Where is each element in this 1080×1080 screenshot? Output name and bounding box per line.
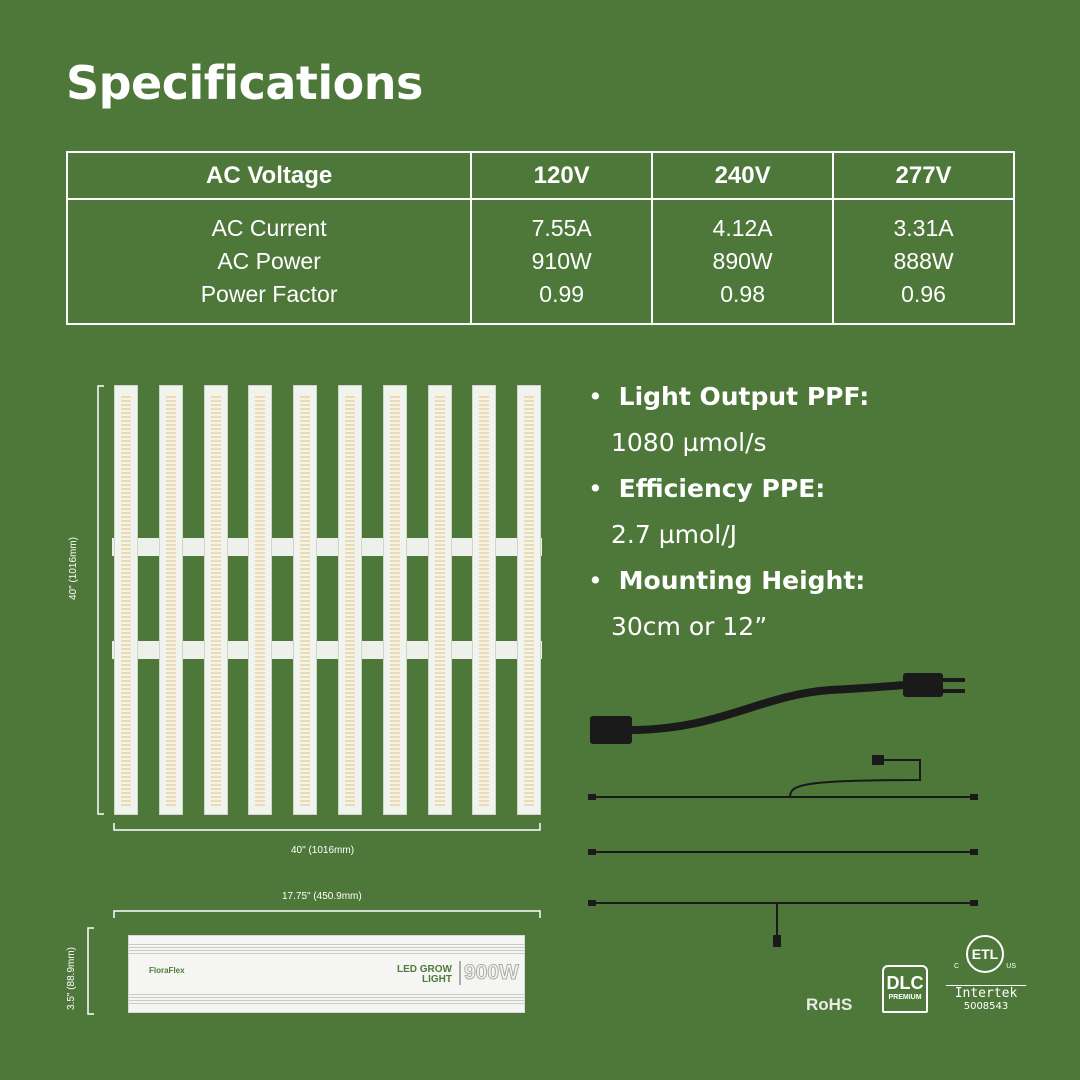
spec-label: Light Output PPF: <box>618 382 870 411</box>
dlc-text: DLC <box>886 973 924 993</box>
spec-ppe: • Efficiency PPE: <box>588 474 826 503</box>
spec-ppf: • Light Output PPF: <box>588 382 870 411</box>
spec-label: Efficiency PPE: <box>618 474 826 503</box>
spec-table: AC Voltage 120V 240V 277V AC Current AC P… <box>65 151 1015 325</box>
driver-height-label: 3.5" (88.9mm) <box>66 946 77 1010</box>
header-cell: 277V <box>832 151 1015 200</box>
header-cell: 120V <box>470 151 654 200</box>
spec-label: Mounting Height: <box>618 566 866 595</box>
light-bar <box>203 385 228 815</box>
etl-logo: ETL C US <box>954 935 1016 973</box>
intertek-label: Intertek 5008543 <box>946 985 1026 1012</box>
col-120v: 7.55A 910W 0.99 <box>470 198 654 325</box>
value: 3.31A <box>893 215 954 241</box>
etl-us: US <box>1006 963 1016 970</box>
driver-text: LIGHT <box>422 974 452 985</box>
driver-brand: FloraFlex <box>149 966 185 975</box>
light-bar <box>472 385 497 815</box>
col-277v: 3.31A 888W 0.96 <box>832 198 1015 325</box>
light-bar <box>293 385 318 815</box>
driver-wattage: 900W <box>459 961 519 985</box>
fixture-width-label: 40" (1016mm) <box>291 845 355 856</box>
value: 888W <box>893 248 954 274</box>
label: Power Factor <box>200 281 338 307</box>
value: 4.12A <box>712 215 773 241</box>
value: 0.98 <box>720 281 765 307</box>
intertek-number: 5008543 <box>963 1001 1009 1012</box>
page-title: Specifications <box>66 56 423 110</box>
spec-value: 2.7 µmol/J <box>611 520 738 549</box>
table-header-row: AC Voltage 120V 240V 277V <box>65 151 1015 200</box>
col-240v: 4.12A 890W 0.98 <box>651 198 835 325</box>
dlc-logo: DLC PREMIUM <box>882 965 928 1013</box>
spec-value: 1080 µmol/s <box>611 428 767 457</box>
driver-image: FloraFlex LED GROW LIGHT 900W <box>128 935 525 1013</box>
light-bar <box>248 385 273 815</box>
value: 0.96 <box>901 281 946 307</box>
intertek-text: Intertek <box>954 986 1018 1001</box>
header-cell: 240V <box>651 151 835 200</box>
spec-value: 30cm or 12” <box>611 612 768 641</box>
cables <box>591 681 976 946</box>
row-labels: AC Current AC Power Power Factor <box>65 198 473 325</box>
label: AC Power <box>217 248 321 274</box>
driver-text: LED GROW <box>397 964 452 975</box>
value: 7.55A <box>531 215 592 241</box>
value: 890W <box>712 248 773 274</box>
driver-length-label: 17.75" (450.9mm) <box>282 891 362 902</box>
etl-c: C <box>954 963 960 970</box>
light-bar <box>382 385 407 815</box>
fixture-height-label: 40" (1016mm) <box>68 536 79 600</box>
spec-mounting: • Mounting Height: <box>588 566 866 595</box>
dlc-premium: PREMIUM <box>888 994 922 1001</box>
value: 0.99 <box>539 281 585 307</box>
value: 910W <box>531 248 592 274</box>
header-cell: AC Voltage <box>65 151 473 200</box>
light-bar <box>427 385 452 815</box>
light-bar <box>517 385 542 815</box>
light-bar <box>158 385 183 815</box>
rohs-logo: RoHS <box>806 995 853 1014</box>
label: AC Current <box>211 215 327 241</box>
light-bar <box>338 385 362 815</box>
table-row: AC Current AC Power Power Factor 7.55A 910W… <box>65 198 1015 325</box>
etl-mark: ETL <box>966 935 1004 973</box>
light-bar <box>114 385 138 815</box>
